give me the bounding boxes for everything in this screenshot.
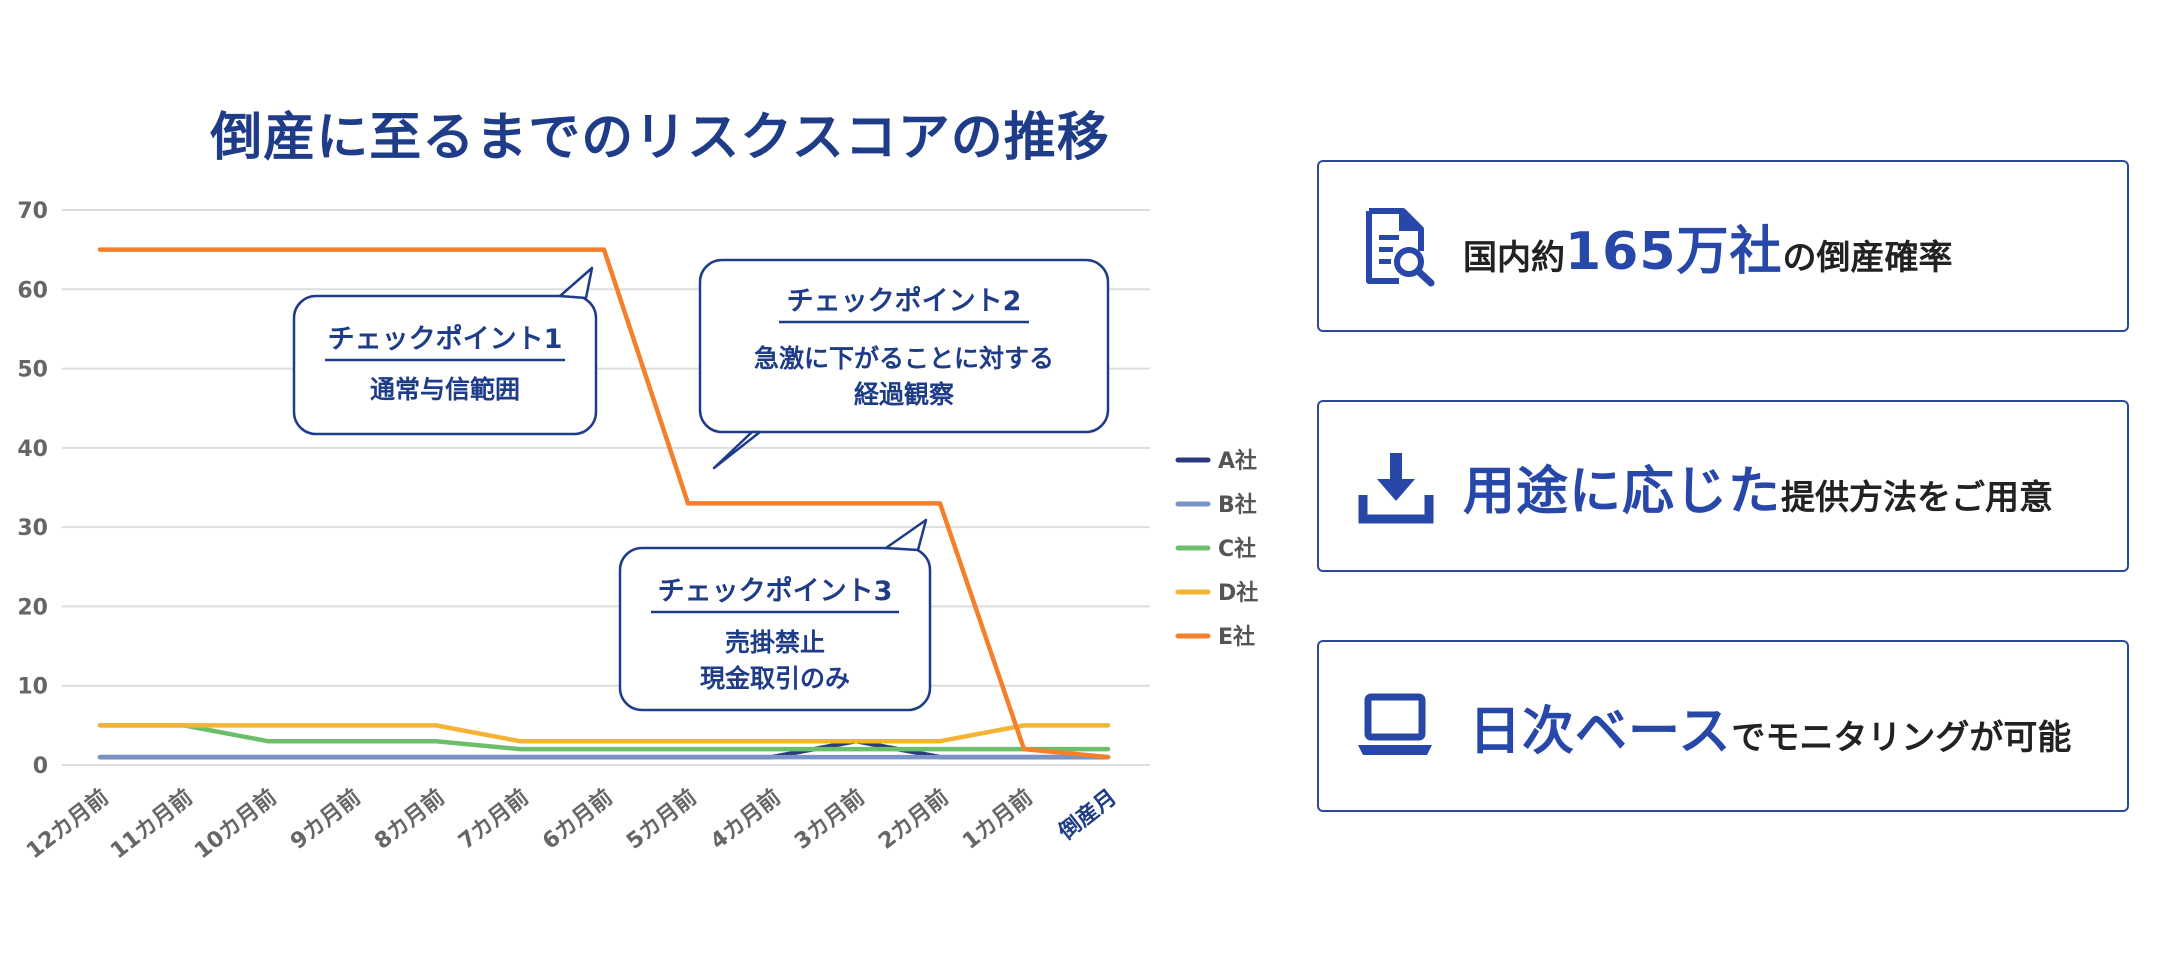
x-tick-label: 倒産月 (1053, 784, 1122, 846)
x-tick-label: 1カ月前 (958, 784, 1038, 855)
callout-tail (884, 518, 928, 552)
chart-title: 倒産に至るまでのリスクスコアの推移 (210, 108, 1110, 168)
x-tick-label: 4カ月前 (706, 784, 786, 855)
legend-label: A社 (1218, 448, 1257, 474)
feature-highlight: 用途に応じた (1463, 461, 1782, 522)
series-line-D社 (97, 723, 1111, 744)
y-tick-label: 30 (17, 516, 48, 541)
callout-box (618, 546, 932, 712)
y-tick-label: 40 (17, 437, 48, 462)
feature-card-delivery: 用途に応じた 提供方法をご用意 (1317, 400, 2129, 572)
x-tick-label: 12カ月前 (22, 784, 114, 864)
feature-suffix: 提供方法をご用意 (1781, 477, 2054, 518)
laptop-icon (1358, 693, 1432, 755)
x-tick-label: 6カ月前 (538, 784, 618, 855)
feature-suffix: でモニタリングが可能 (1731, 717, 2072, 758)
feature-text: 用途に応じた 提供方法をご用意 (1463, 449, 2053, 524)
legend-label: D社 (1218, 580, 1258, 606)
legend-label: E社 (1218, 624, 1255, 650)
callout-box (292, 294, 598, 436)
feature-text: 日次ベース でモニタリングが可能 (1469, 689, 2071, 764)
y-tick-label: 0 (33, 754, 48, 779)
legend-label: B社 (1218, 492, 1257, 518)
x-tick-label: 3カ月前 (790, 784, 870, 855)
x-tick-label: 10カ月前 (190, 784, 282, 864)
x-tick-label: 7カ月前 (454, 784, 534, 855)
document-search-icon (1366, 208, 1435, 287)
callout-tail (558, 266, 594, 300)
callout-text: 現金取引のみ (700, 664, 850, 693)
x-tick-label: 11カ月前 (106, 784, 198, 864)
series-line-C社 (97, 723, 1111, 752)
y-tick-label: 70 (17, 199, 48, 224)
callout-title: チェックポイント3 (658, 576, 893, 607)
callout-text: 通常与信範囲 (370, 375, 520, 404)
y-tick-label: 60 (17, 278, 48, 303)
feature-card-probability: 国内約 165万社 の倒産確率 (1317, 160, 2129, 332)
x-tick-label: 9カ月前 (286, 784, 366, 855)
feature-highlight: 日次ベース (1469, 701, 1732, 762)
x-tick-label: 2カ月前 (874, 784, 954, 855)
legend-label: C社 (1218, 536, 1256, 562)
feature-suffix: の倒産確率 (1782, 237, 1953, 278)
callout-title: チェックポイント1 (328, 324, 563, 355)
feature-prefix: 国内約 (1463, 237, 1565, 278)
y-tick-label: 50 (17, 358, 48, 383)
y-tick-label: 10 (17, 675, 48, 700)
download-icon (1358, 453, 1434, 524)
callout-tail (712, 430, 762, 470)
callout-text: 売掛禁止 (725, 628, 825, 657)
feature-card-monitoring: 日次ベース でモニタリングが可能 (1317, 640, 2129, 812)
callout-text: 急激に下がることに対する (754, 344, 1054, 373)
x-tick-label: 8カ月前 (370, 784, 450, 855)
callout-box (698, 258, 1110, 434)
callout-text: 経過観察 (854, 380, 955, 409)
feature-text: 国内約 165万社 の倒産確率 (1463, 209, 1953, 284)
series-line-E社 (97, 247, 1111, 760)
feature-highlight: 165万社 (1565, 221, 1783, 282)
callout-title: チェックポイント2 (787, 286, 1022, 317)
x-tick-label: 5カ月前 (622, 784, 702, 855)
y-tick-label: 20 (17, 595, 48, 620)
